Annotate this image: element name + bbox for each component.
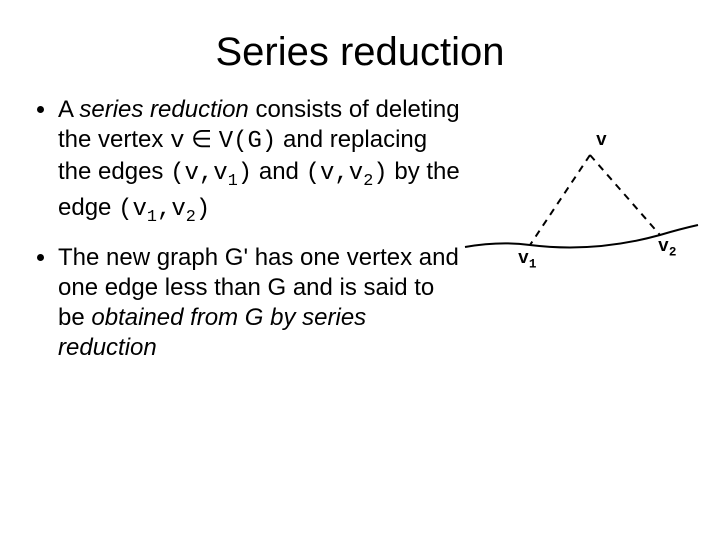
b1-v: v (170, 128, 184, 155)
b1-e3s1: 1 (147, 208, 157, 227)
slide-body: A series reduction consists of deleting … (30, 95, 690, 377)
b2-term: obtained from G by series reduction (58, 304, 366, 361)
b1-e3s2: 2 (186, 208, 196, 227)
b1-e1: (v,v (170, 160, 228, 187)
b1-e2c: ) (373, 160, 387, 187)
diagram-column: v v1 v2 (460, 95, 690, 355)
bullet-list: A series reduction consists of deleting … (30, 95, 460, 363)
bullet-2: The new graph G' has one vertex and one … (58, 243, 460, 363)
text-column: A series reduction consists of deleting … (30, 95, 460, 377)
b1-e1s: 1 (228, 172, 238, 191)
node-label-v2: v2 (658, 237, 676, 260)
slide: Series reduction A series reduction cons… (0, 0, 720, 540)
b1-e2: (v,v (306, 160, 364, 187)
node-label-v1: v1 (518, 249, 536, 272)
bullet-1: A series reduction consists of deleting … (58, 95, 460, 229)
b1-e3m: ,v (157, 196, 186, 223)
b1-e3: (v (118, 196, 147, 223)
b1-e3c: ) (196, 196, 210, 223)
series-reduction-diagram: v v1 v2 (460, 125, 700, 325)
node-label-v: v (596, 131, 607, 151)
b1-term: series reduction (79, 96, 248, 123)
b1-e1c: ) (238, 160, 252, 187)
b1-and: and (252, 158, 305, 185)
b1-pre: A (58, 96, 79, 123)
slide-title: Series reduction (30, 30, 690, 75)
b1-e2s: 2 (363, 172, 373, 191)
b1-in: ∈ (184, 126, 218, 153)
diagram-svg (460, 125, 700, 295)
edge-v-v2 (590, 155, 660, 235)
edge-v-v1 (530, 155, 590, 245)
b1-vg: V(G) (219, 128, 277, 155)
